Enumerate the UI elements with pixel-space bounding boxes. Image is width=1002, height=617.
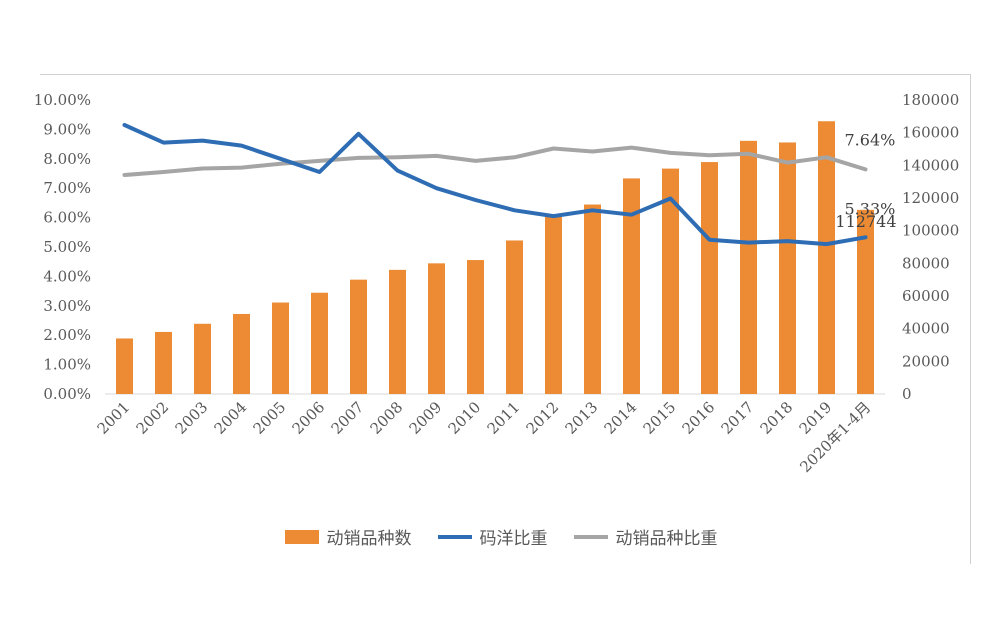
legend-label-gray-line: 动销品种比重 (615, 529, 718, 549)
x-axis-tick-label: 2009 (406, 398, 446, 438)
left-axis-tick-label: 1.00% (43, 356, 91, 374)
x-axis-tick-label: 2015 (640, 398, 680, 438)
bar (233, 313, 250, 394)
x-axis-tick-label: 2017 (718, 398, 758, 438)
left-axis-tick-label: 4.00% (43, 267, 91, 285)
bar (857, 209, 874, 394)
legend: 动销品种数 码洋比重 动销品种比重 (0, 524, 1002, 549)
x-axis-tick-label: 2002 (133, 398, 173, 438)
right-axis-tick-label: 20000 (902, 352, 950, 370)
series-line-blue (122, 123, 868, 247)
bar (584, 204, 601, 394)
legend-label-blue-line: 码洋比重 (479, 529, 548, 549)
x-axis-tick-label: 2011 (484, 398, 524, 438)
bar (701, 162, 718, 394)
x-axis-tick-label: 2001 (94, 398, 134, 438)
bar (428, 263, 445, 394)
data-label-last-bar: 112744 (835, 212, 896, 231)
x-axis-tick-label: 2008 (367, 398, 407, 438)
x-axis-tick-label: 2005 (250, 398, 290, 438)
left-axis-tick-label: 10.00% (34, 91, 91, 109)
bar (545, 214, 562, 394)
data-label-blue-line: 5.33% (845, 199, 896, 218)
bar (506, 240, 523, 394)
right-axis-tick-label: 120000 (902, 189, 959, 207)
left-axis-tick-label: 9.00% (43, 120, 91, 138)
x-axis-tick-label: 2016 (679, 398, 719, 438)
legend-item-gray-line: 动销品种比重 (573, 524, 718, 549)
frame-top-rule (40, 74, 970, 75)
bar (818, 121, 835, 394)
x-axis-tick-label: 2010 (445, 398, 485, 438)
bar (740, 140, 757, 394)
right-axis-tick-label: 140000 (902, 156, 959, 174)
legend-swatch-blue-line (437, 534, 472, 539)
right-axis-tick-label: 160000 (902, 124, 959, 142)
x-axis-tick-label: 2006 (289, 398, 329, 438)
bar (116, 338, 133, 394)
bar (779, 142, 796, 394)
left-axis-tick-label: 3.00% (43, 297, 91, 315)
left-axis-tick-label: 7.00% (43, 179, 91, 197)
x-axis-tick-label: 2018 (757, 398, 797, 438)
bar (155, 331, 172, 394)
left-axis-tick-label: 6.00% (43, 209, 91, 227)
bar (272, 302, 289, 394)
legend-item-blue-line: 码洋比重 (437, 524, 548, 549)
bar (662, 168, 679, 394)
x-axis-tick-label: 2007 (328, 398, 368, 438)
right-axis-tick-label: 80000 (902, 254, 950, 272)
x-axis-tick-label: 2012 (523, 398, 563, 438)
legend-item-bar: 动销品种数 (284, 524, 412, 549)
right-axis-tick-label: 180000 (902, 91, 959, 109)
bar (350, 279, 367, 394)
bar (389, 269, 406, 394)
x-axis-tick-label: 2013 (562, 398, 602, 438)
right-axis-tick-label: 0 (902, 385, 912, 403)
x-axis-tick-label: 2014 (601, 398, 641, 438)
legend-swatch-bar (284, 529, 319, 544)
right-axis-tick-label: 60000 (902, 287, 950, 305)
series-line-gray (122, 145, 868, 177)
right-axis-tick-label: 40000 (902, 320, 950, 338)
left-axis-tick-label: 0.00% (43, 385, 91, 403)
bar (311, 292, 328, 394)
bar (194, 323, 211, 394)
legend-swatch-gray-line (573, 534, 608, 539)
legend-label-bar: 动销品种数 (326, 529, 412, 549)
frame-right-rule (970, 74, 971, 564)
left-axis-tick-label: 5.00% (43, 238, 91, 256)
x-axis-tick-label: 2004 (211, 398, 251, 438)
x-axis-tick-label: 2003 (172, 398, 212, 438)
data-label-gray-line: 7.64% (845, 130, 896, 149)
bar (623, 178, 640, 394)
bar (467, 260, 484, 394)
left-axis-tick-label: 8.00% (43, 150, 91, 168)
right-axis-tick-label: 100000 (902, 222, 959, 240)
left-axis-tick-label: 2.00% (43, 326, 91, 344)
